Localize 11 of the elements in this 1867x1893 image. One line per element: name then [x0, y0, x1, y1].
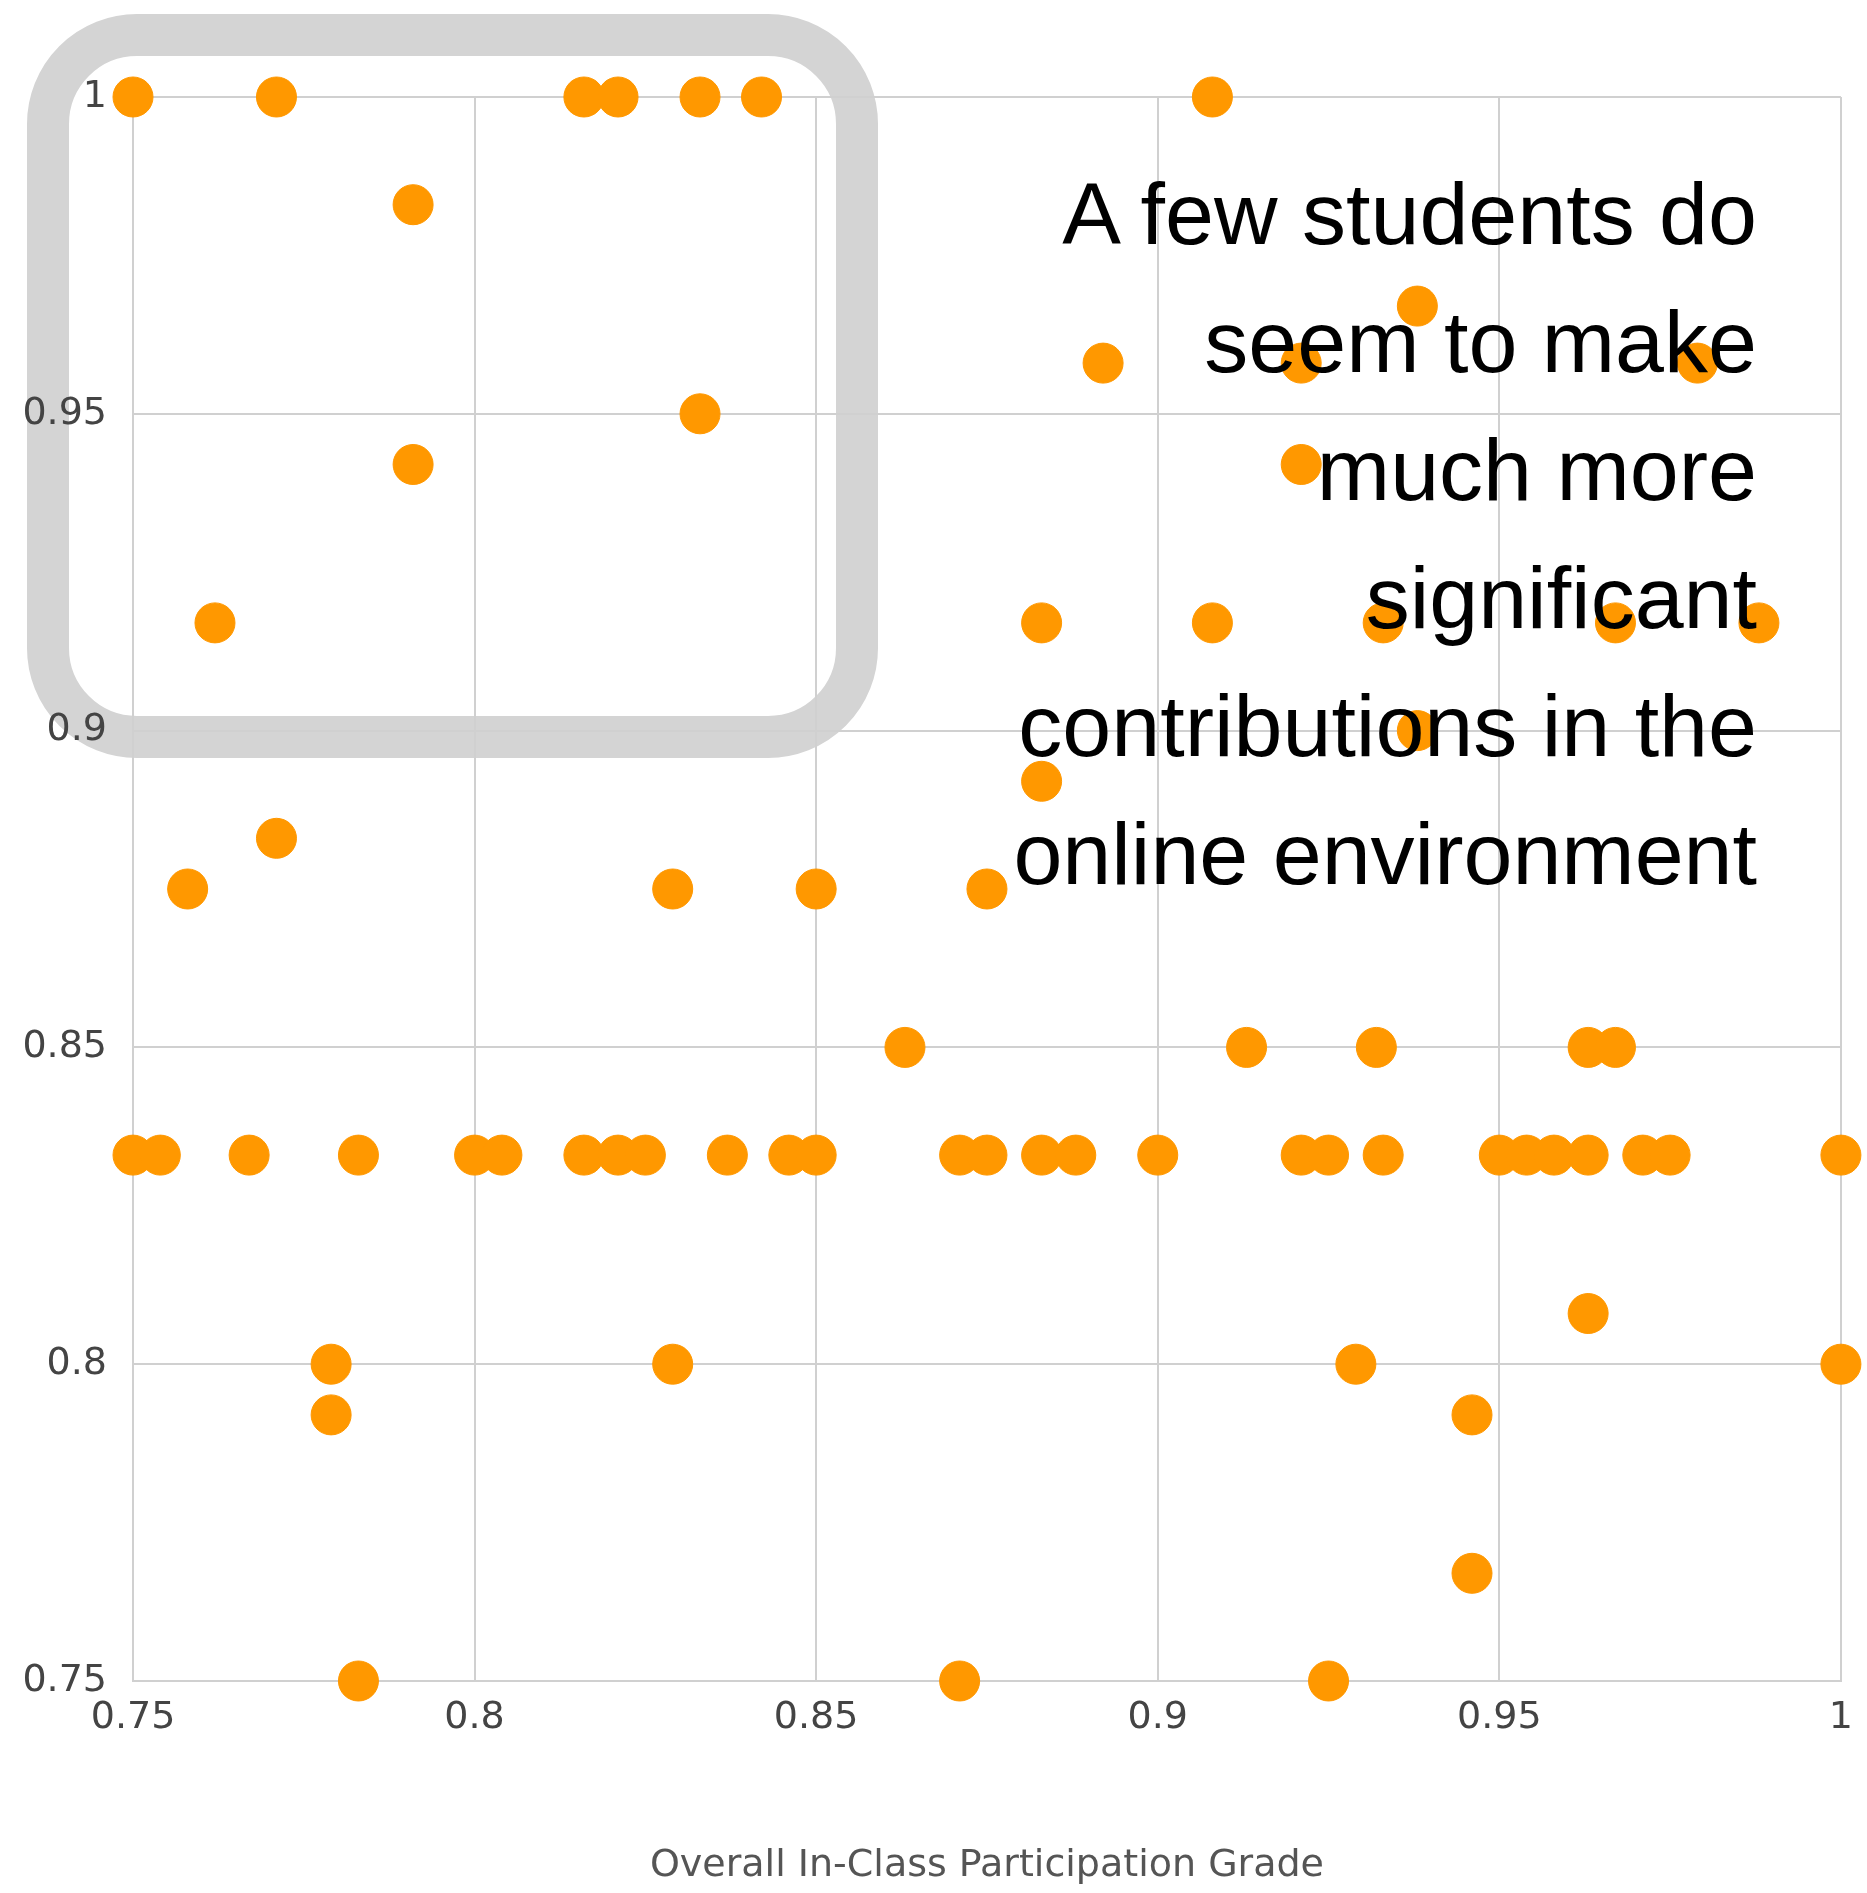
y-tick-label: 0.85 [22, 1022, 107, 1067]
y-tick-label: 0.8 [46, 1339, 107, 1384]
x-tick-label: 0.9 [1127, 1692, 1188, 1737]
y-tick-label: 0.95 [22, 388, 107, 433]
y-tick-label: 0.9 [46, 705, 107, 750]
x-tick-label: 0.85 [773, 1692, 859, 1737]
y-tick-label: 1 [82, 71, 107, 116]
x-tick-label: 0.95 [1457, 1692, 1542, 1737]
x-tick-label: 1 [1828, 1692, 1854, 1737]
x-tick-label: 0.8 [444, 1692, 505, 1737]
x-axis-title: Overall In-Class Participation Grade [649, 1841, 1324, 1886]
